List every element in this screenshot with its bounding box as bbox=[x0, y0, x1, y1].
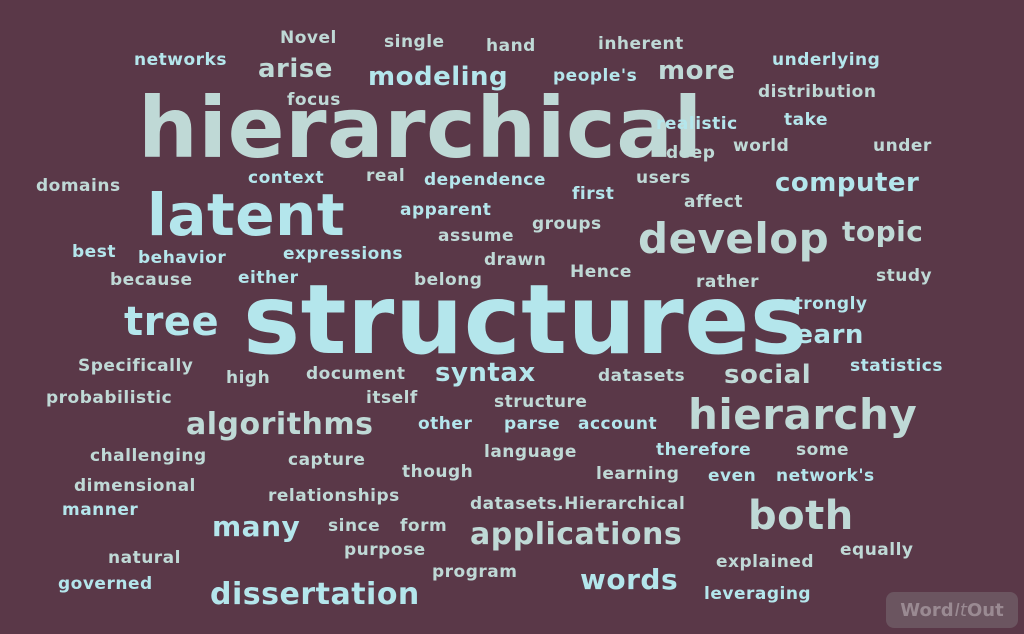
cloud-word: relationships bbox=[268, 486, 400, 506]
cloud-word: topic bbox=[842, 215, 924, 248]
cloud-word: high bbox=[226, 368, 271, 388]
cloud-word: users bbox=[636, 168, 691, 188]
cloud-word: develop bbox=[638, 214, 830, 263]
cloud-word: apparent bbox=[400, 200, 492, 220]
logo-word: Word bbox=[900, 599, 954, 621]
cloud-word: many bbox=[212, 510, 301, 543]
cloud-word: world bbox=[733, 136, 790, 156]
cloud-word: real bbox=[366, 166, 406, 186]
cloud-word: account bbox=[578, 414, 658, 434]
cloud-word: affect bbox=[684, 192, 743, 212]
cloud-word: realistic bbox=[656, 114, 738, 134]
cloud-word: assume bbox=[438, 226, 515, 246]
cloud-word: probabilistic bbox=[46, 388, 173, 408]
cloud-word: structure bbox=[494, 392, 588, 412]
cloud-word: focus bbox=[287, 90, 341, 110]
cloud-word: manner bbox=[62, 500, 139, 520]
cloud-word: syntax bbox=[435, 358, 536, 388]
cloud-word: computer bbox=[775, 168, 920, 198]
cloud-word: people's bbox=[553, 66, 638, 86]
wordle-logo: Word It Out bbox=[886, 592, 1018, 628]
cloud-word: latent bbox=[147, 181, 346, 249]
cloud-word: form bbox=[400, 516, 448, 536]
cloud-word: some bbox=[796, 440, 850, 460]
cloud-word: program bbox=[432, 562, 518, 582]
cloud-word: strongly bbox=[784, 294, 868, 314]
cloud-word: statistics bbox=[850, 356, 943, 376]
cloud-word: study bbox=[876, 266, 933, 286]
cloud-word: drawn bbox=[484, 250, 547, 270]
cloud-word: applications bbox=[470, 517, 683, 552]
cloud-word: explained bbox=[716, 552, 815, 572]
cloud-word: expressions bbox=[283, 244, 404, 264]
logo-it: It bbox=[954, 599, 967, 621]
cloud-word: groups bbox=[532, 214, 602, 234]
cloud-word: words bbox=[580, 563, 679, 596]
cloud-word: domains bbox=[36, 176, 121, 196]
cloud-word: dependence bbox=[424, 170, 546, 190]
cloud-word: document bbox=[306, 364, 406, 384]
cloud-word: tree bbox=[124, 299, 220, 345]
cloud-word: parse bbox=[504, 414, 561, 434]
cloud-word: Novel bbox=[280, 28, 337, 48]
cloud-word: first bbox=[572, 184, 615, 204]
cloud-word: datasets.Hierarchical bbox=[470, 494, 686, 514]
cloud-word: dissertation bbox=[210, 577, 420, 612]
cloud-word: though bbox=[402, 462, 474, 482]
cloud-word: equally bbox=[840, 540, 914, 560]
cloud-word: datasets bbox=[598, 366, 686, 386]
cloud-word: other bbox=[418, 414, 473, 434]
cloud-word: governed bbox=[58, 574, 153, 594]
cloud-word: challenging bbox=[90, 446, 207, 466]
cloud-word: capture bbox=[288, 450, 366, 470]
cloud-word: modeling bbox=[368, 62, 509, 92]
cloud-word: arise bbox=[258, 54, 333, 84]
cloud-word: best bbox=[72, 242, 116, 262]
logo-out: Out bbox=[966, 599, 1004, 621]
cloud-word: language bbox=[484, 442, 577, 462]
cloud-word: networks bbox=[134, 50, 227, 70]
cloud-word: deep bbox=[666, 143, 716, 163]
cloud-word: hierarchy bbox=[688, 390, 918, 439]
cloud-word: because bbox=[110, 270, 193, 290]
cloud-word: natural bbox=[108, 548, 181, 568]
cloud-word: even bbox=[708, 466, 757, 486]
cloud-word: hierarchical bbox=[138, 79, 703, 177]
cloud-word: learn bbox=[786, 320, 864, 350]
cloud-word: leveraging bbox=[704, 584, 812, 604]
cloud-word: since bbox=[328, 516, 381, 536]
cloud-word: algorithms bbox=[186, 407, 374, 442]
cloud-word: network's bbox=[776, 466, 875, 486]
cloud-word: more bbox=[658, 56, 736, 86]
cloud-word: distribution bbox=[758, 82, 877, 102]
cloud-word: dimensional bbox=[74, 476, 196, 496]
cloud-word: rather bbox=[696, 272, 759, 292]
cloud-word: learning bbox=[596, 464, 680, 484]
cloud-word: behavior bbox=[138, 248, 227, 268]
cloud-word: itself bbox=[366, 388, 418, 408]
cloud-word: belong bbox=[414, 270, 483, 290]
cloud-word: under bbox=[873, 136, 932, 156]
cloud-word: either bbox=[238, 268, 299, 288]
cloud-word: inherent bbox=[598, 34, 684, 54]
cloud-word: Hence bbox=[570, 262, 632, 282]
cloud-word: single bbox=[384, 32, 445, 52]
cloud-word: context bbox=[248, 168, 325, 188]
cloud-word: therefore bbox=[656, 440, 752, 460]
cloud-word: both bbox=[748, 493, 854, 539]
cloud-word: structures bbox=[243, 264, 808, 376]
cloud-word: hand bbox=[486, 36, 536, 56]
cloud-word: Specifically bbox=[78, 356, 194, 376]
cloud-word: underlying bbox=[772, 50, 881, 70]
cloud-word: social bbox=[724, 360, 812, 390]
cloud-word: purpose bbox=[344, 540, 426, 560]
cloud-word: take bbox=[784, 110, 828, 130]
